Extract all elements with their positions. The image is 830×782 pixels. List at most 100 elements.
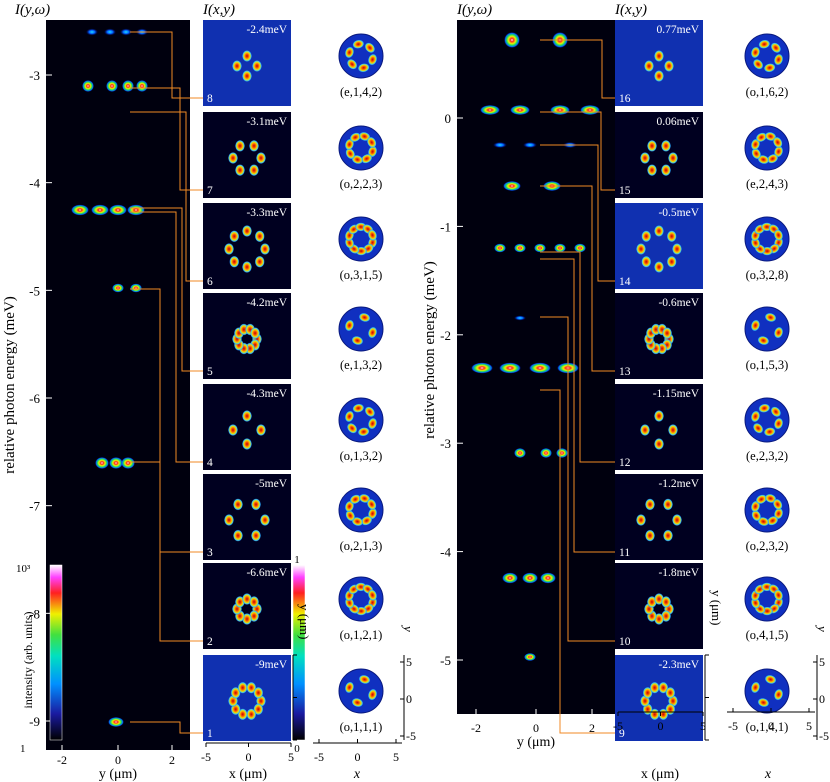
left-mode-image-lobe — [256, 424, 266, 436]
right-mode-lobe — [770, 406, 782, 418]
right-spectrum-spot — [523, 142, 537, 148]
left-mode-pattern-8: (e,1,4,2) — [338, 33, 384, 99]
right-mode-energy-label: -1.15meV — [653, 388, 700, 400]
right-spectrum-spot — [534, 243, 546, 253]
right-mode-label: (e,2,4,3) — [746, 177, 788, 191]
right-mode-index-label: 11 — [619, 547, 630, 559]
right-mode-image-lobe — [649, 681, 660, 694]
left-mode-lobe — [344, 319, 355, 332]
left-mode-lobe — [346, 58, 358, 70]
left-mode-y-tick-label: 5 — [406, 655, 412, 669]
left-image-separator — [203, 652, 291, 655]
left-connectors — [130, 31, 203, 734]
right-mode-lobe — [766, 153, 779, 164]
right-mode-lobe — [752, 58, 764, 70]
left-mode-lobe — [367, 326, 378, 339]
left-mode-axes: -5 5 0 0 5 -5 — [313, 655, 416, 764]
right-connector — [540, 258, 615, 553]
right-image-y-axis-label: y (μm) — [709, 590, 724, 626]
left-mode-energy-label: -4.2meV — [246, 297, 287, 309]
left-spectrum-spot — [106, 80, 118, 92]
left-mode-image-8: -2.4meV 8 — [203, 20, 291, 106]
right-mode-pattern-9: (o,1,4,1) — [744, 668, 790, 734]
left-mode-image-lobe — [235, 139, 245, 152]
right-mode-image-lobe — [668, 152, 678, 164]
right-x-tick-label: 2 — [589, 721, 595, 735]
left-mode-disc — [338, 306, 384, 352]
left-mode-x-tick-label: -5 — [314, 750, 324, 764]
right-mode-image-bg — [615, 20, 703, 106]
right-mode-image-lobe — [661, 139, 671, 152]
left-mode-energy-label: -2.4meV — [246, 24, 287, 36]
left-mode-energy-label: -3.1meV — [246, 116, 287, 128]
left-mode-lobe — [352, 403, 365, 413]
left-image-separator — [203, 381, 291, 384]
right-mode-energy-label: -1.8meV — [658, 567, 699, 579]
right-mode-image-lobe — [644, 60, 654, 72]
right-mode-image-lobe — [665, 686, 676, 699]
left-image-x-tick-label: 0 — [246, 750, 252, 764]
right-image-separator — [615, 471, 703, 474]
right-connector — [540, 39, 615, 99]
right-y-tick-label: -4 — [440, 545, 451, 560]
left-mode-lobe — [366, 498, 377, 511]
right-connector — [540, 389, 615, 734]
left-spectrum-spot — [95, 457, 109, 469]
left-mode-image-lobe — [242, 261, 252, 273]
left-spectrum-spot — [86, 28, 98, 36]
right-mode-label: (o,2,3,2) — [746, 539, 789, 553]
right-mode-lobe — [764, 674, 777, 685]
left-mode-image-6: -3.3meV 6 — [203, 203, 291, 289]
right-mode-pattern-14: (o,3,2,8) — [744, 216, 790, 282]
right-mode-index-label: 16 — [619, 93, 631, 105]
right-connector — [540, 185, 615, 372]
left-mode-x-tick-label: 5 — [393, 750, 399, 764]
left-spectrum-spots — [71, 28, 148, 727]
left-connector — [130, 288, 203, 553]
left-mode-pattern-1: (o,1,1,1) — [338, 668, 384, 734]
right-mode-y-tick-label: 5 — [819, 655, 825, 669]
left-mode-image-lobe — [249, 139, 259, 152]
right-spectrum-spot — [522, 572, 538, 584]
right-mode-lobe — [755, 494, 768, 505]
left-mode-lobe — [367, 53, 378, 66]
left-mode-lobe — [358, 674, 371, 685]
right-spectrum-spot — [504, 32, 520, 48]
left-mode-lobe — [346, 422, 358, 434]
left-mode-pattern-3: (o,2,1,3) — [338, 487, 384, 553]
right-mode-disc — [744, 306, 790, 352]
left-x-tick-label: 2 — [169, 753, 175, 767]
left-mode-label: (e,1,3,2) — [340, 358, 382, 372]
left-mode-image-4: -4.3meV 4 — [203, 384, 291, 470]
right-mode-image-12: -1.15meV 12 — [615, 384, 703, 470]
left-y-axis-label: relative photon energy (meV) — [2, 296, 18, 474]
left-image-x-tick-label: 5 — [288, 750, 294, 764]
right-image-separator — [615, 200, 703, 203]
right-mode-image-10: -1.8meV 10 — [615, 563, 703, 649]
left-y-tick-label: -8 — [29, 606, 40, 621]
right-mode-index-label: 13 — [619, 366, 631, 378]
left-image-x-axis-label: x (μm) — [229, 767, 268, 782]
right-mode-label: (o,1,4,1) — [746, 720, 789, 734]
right-mode-lobe — [758, 39, 771, 49]
left-spectrum-title: I(y,ω) — [14, 2, 50, 18]
right-mode-image-bg — [615, 384, 703, 470]
left-x-axis: -2 0 2 — [57, 745, 175, 767]
right-spectrum-spot — [514, 448, 526, 458]
right-mode-pattern-16: (o,1,6,2) — [744, 33, 790, 99]
left-image-x-axis: -5 0 5 — [201, 742, 294, 764]
right-mode-lobe — [773, 229, 784, 241]
right-spectrum-spot — [480, 105, 500, 115]
left-colorbar-top: 10³ — [16, 563, 31, 575]
left-mode-image-lobe — [242, 410, 252, 422]
left-mode-lobe — [366, 136, 377, 149]
right-mode-lobe — [758, 403, 771, 413]
right-mode-lobe — [763, 427, 776, 437]
right-mode-image-lobe — [662, 327, 673, 340]
left-mode-label: (o,1,1,1) — [340, 720, 383, 734]
right-mode-image-lobe — [663, 529, 673, 542]
left-mode-image-bg — [203, 655, 291, 741]
right-image-x-axis-label: x (μm) — [641, 767, 680, 782]
left-mode-images: -2.4meV 8 -3.1meV 7 -3.3meV 6 -4.2meV 5 -4.3meV 4… — [203, 20, 291, 741]
left-mode-energy-label: -4.3meV — [246, 388, 287, 400]
